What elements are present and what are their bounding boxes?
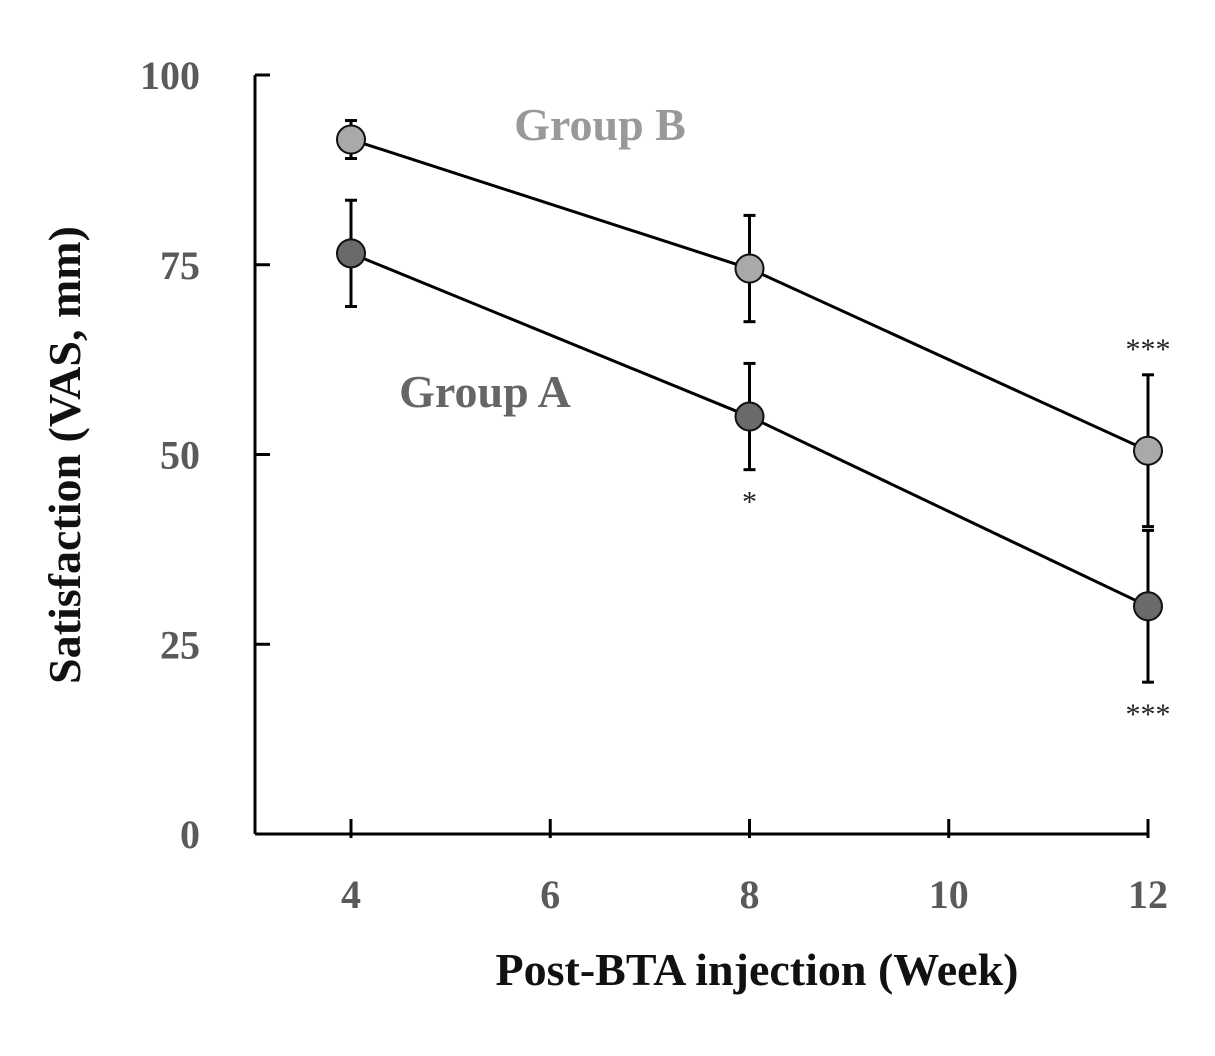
data-points [336,124,1163,622]
series-label: Group B [514,99,686,150]
x-tick-label: 6 [540,872,560,917]
y-tick-label: 25 [160,622,200,667]
significance-marker: *** [1126,698,1171,731]
y-axis-title: Satisfaction (VAS, mm) [39,226,90,684]
significance-marker: *** [1126,333,1171,366]
data-point [336,124,366,155]
y-tick-label: 100 [140,53,200,98]
data-point [1133,591,1163,622]
y-tick-label: 0 [180,812,200,857]
y-tick-label: 75 [160,243,200,288]
x-tick-label: 4 [341,872,361,917]
data-point [1133,435,1163,466]
x-tick-label: 8 [740,872,760,917]
x-tick-label: 12 [1128,872,1168,917]
data-point [734,253,765,284]
x-tick-label: 10 [929,872,969,917]
x-axis-title: Post-BTA injection (Week) [496,944,1019,995]
series-label: Group A [399,366,571,417]
axes: 0 25 50 75 100 4 6 8 10 12 [140,53,1168,917]
data-point [734,401,765,432]
significance-marker: * [742,486,757,519]
data-point [336,238,366,269]
y-tick-label: 50 [160,433,200,478]
